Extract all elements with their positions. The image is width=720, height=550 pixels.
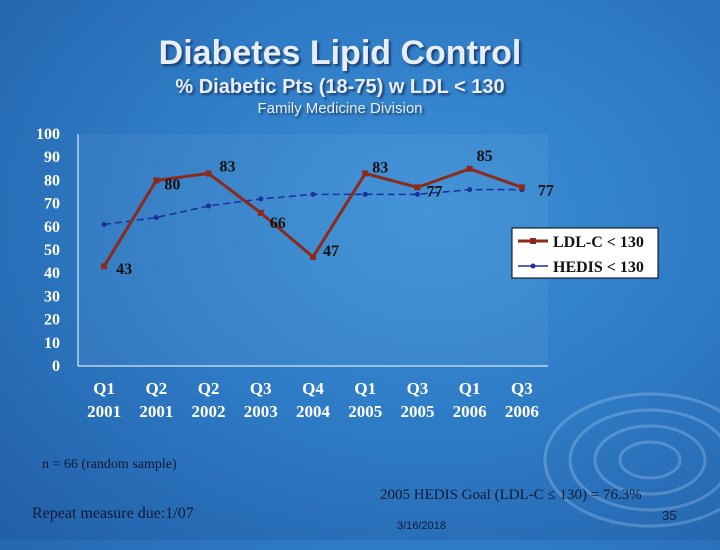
- y-tick-label: 60: [44, 219, 60, 236]
- x-tick-label: 2002: [192, 402, 226, 421]
- ldl-data-label: 77: [426, 183, 442, 200]
- y-tick-label: 0: [52, 358, 60, 375]
- ldl-data-label: 47: [323, 243, 339, 260]
- ldl-point: [257, 209, 264, 216]
- x-tick-label: Q2: [145, 379, 167, 398]
- hedis-goal-note: 2005 HEDIS Goal (LDL-C ≤ 130) = 76.3%: [380, 487, 642, 503]
- ldl-data-label: 43: [116, 261, 132, 278]
- ldl-point: [518, 184, 525, 191]
- hedis-point: [206, 203, 212, 209]
- hedis-point: [414, 191, 420, 197]
- y-tick-label: 20: [44, 312, 60, 329]
- data-labels: 43 80 83 66 47 83 77 85 77: [116, 148, 554, 278]
- x-tick-label: 2003: [244, 402, 278, 421]
- x-axis-ticks: Q1 2001 Q2 2001 Q2 2002 Q3 2003 Q4 2004 Q1 2005 Q3 20…: [87, 379, 539, 421]
- slide-subtitle: % Diabetic Pts (18-75) w LDL < 130: [175, 76, 505, 98]
- legend-marker-hedis: [530, 263, 536, 269]
- slide-date: 3/16/2018: [397, 520, 446, 532]
- ldl-data-label: 83: [372, 159, 388, 176]
- legend-marker-ldl: [530, 238, 536, 244]
- x-tick-label: 2005: [348, 402, 382, 421]
- y-tick-label: 40: [44, 265, 60, 282]
- ldl-data-label: 83: [220, 158, 236, 175]
- legend-label-ldl: LDL-C < 130: [553, 234, 644, 251]
- page-number: 35: [662, 508, 677, 523]
- x-tick-label: Q1: [93, 379, 115, 398]
- x-tick-label: 2005: [400, 402, 434, 421]
- hedis-point: [362, 191, 368, 197]
- y-axis-ticks: 0 10 20 30 40 50 60 70 80 90 100: [36, 126, 548, 375]
- series-points: [101, 165, 525, 270]
- x-tick-label: Q4: [302, 379, 324, 398]
- ldl-data-label: 80: [164, 176, 180, 193]
- y-tick-label: 70: [44, 196, 60, 213]
- x-tick-label: 2001: [87, 402, 121, 421]
- legend: LDL-C < 130 HEDIS < 130: [511, 227, 659, 279]
- x-tick-label: Q3: [250, 379, 272, 398]
- ldl-data-label: 77: [538, 182, 554, 199]
- ripple-decoration: [543, 392, 720, 528]
- y-tick-label: 90: [44, 149, 60, 166]
- legend-label-hedis: HEDIS < 130: [553, 259, 644, 276]
- x-tick-label: Q1: [354, 379, 376, 398]
- y-tick-label: 30: [44, 288, 60, 305]
- x-tick-label: 2004: [296, 402, 331, 421]
- x-tick-label: Q2: [198, 379, 220, 398]
- x-tick-label: Q1: [459, 379, 481, 398]
- x-tick-label: 2001: [139, 402, 173, 421]
- division-label: Family Medicine Division: [257, 100, 423, 117]
- ldl-point: [310, 253, 316, 260]
- ldl-point: [205, 170, 212, 177]
- x-tick-label: 2006: [453, 402, 487, 421]
- repeat-measure-note: Repeat measure due:1/07: [32, 505, 194, 522]
- x-tick-label: 2006: [505, 402, 539, 421]
- legend-box: [511, 227, 659, 279]
- ldl-point: [362, 170, 369, 177]
- ldl-point: [153, 177, 160, 184]
- hedis-point: [258, 196, 264, 202]
- ldl-data-label: 85: [477, 148, 493, 165]
- y-tick-label: 50: [44, 242, 60, 259]
- hedis-point: [467, 187, 473, 193]
- ldl-point: [101, 263, 108, 270]
- ldl-point: [414, 184, 421, 191]
- ldl-data-label: 66: [270, 215, 286, 232]
- hedis-point: [153, 215, 159, 221]
- slide-title: Diabetes Lipid Control: [158, 34, 522, 72]
- x-tick-label: Q3: [407, 379, 429, 398]
- x-tick-label: Q3: [511, 379, 533, 398]
- plot-area: [78, 134, 548, 366]
- y-tick-label: 80: [44, 172, 60, 189]
- y-tick-label: 10: [44, 335, 60, 352]
- y-tick-label: 100: [36, 126, 60, 143]
- sample-size-note: n = 66 (random sample): [42, 457, 177, 472]
- hedis-point: [310, 191, 316, 197]
- ldl-point: [466, 165, 473, 172]
- hedis-point: [101, 221, 107, 227]
